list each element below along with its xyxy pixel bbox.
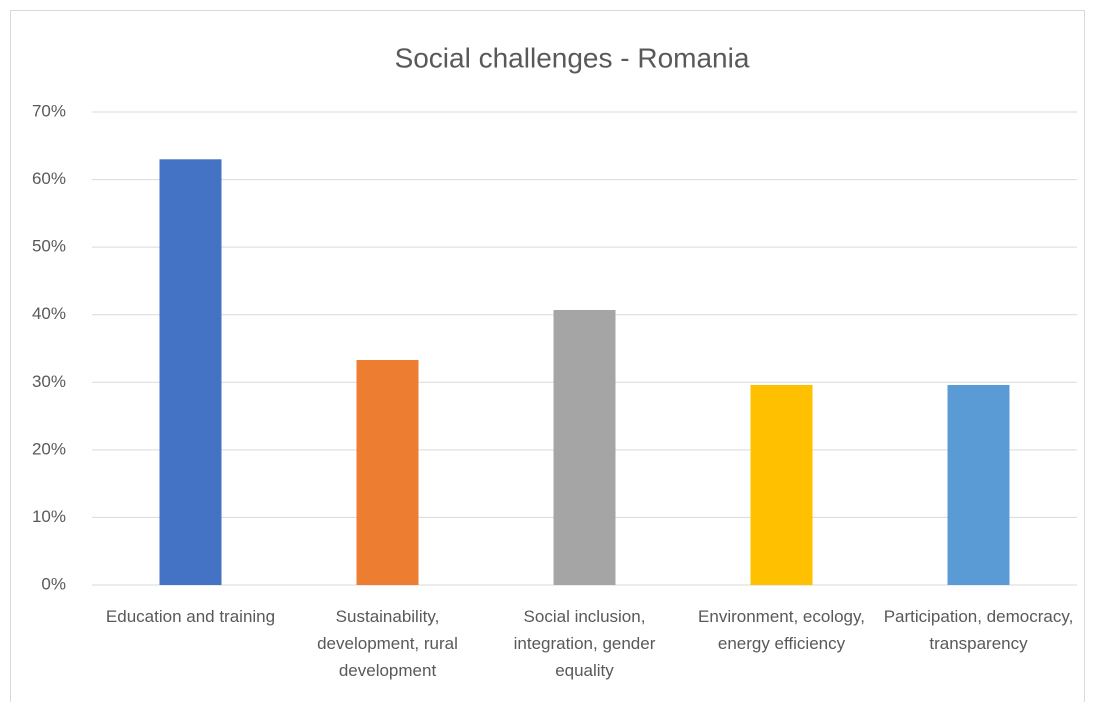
y-tick-label: 50%: [32, 237, 66, 256]
y-tick-label: 0%: [41, 574, 66, 593]
bar: [356, 359, 419, 585]
y-tick-label: 10%: [32, 507, 66, 526]
y-tick-label: 20%: [32, 439, 66, 458]
bar: [750, 384, 813, 585]
y-tick-label: 40%: [32, 304, 66, 323]
chart-title: Social challenges - Romania: [395, 42, 750, 73]
y-tick-label: 60%: [32, 169, 66, 188]
x-tick-label: Sustainability, development, rural devel…: [317, 607, 458, 680]
bar: [553, 309, 616, 585]
x-tick-label: Social inclusion, integration, gender eq…: [513, 607, 656, 680]
x-tick-label: Environment, ecology, energy efficiency: [698, 607, 865, 653]
bar: [159, 159, 222, 586]
x-tick-label: Education and training: [105, 607, 276, 626]
y-tick-label: 30%: [32, 372, 66, 391]
y-tick-label: 70%: [32, 101, 66, 120]
bar: [947, 384, 1010, 585]
x-tick-label: Participation, democracy, transparency: [883, 607, 1074, 653]
